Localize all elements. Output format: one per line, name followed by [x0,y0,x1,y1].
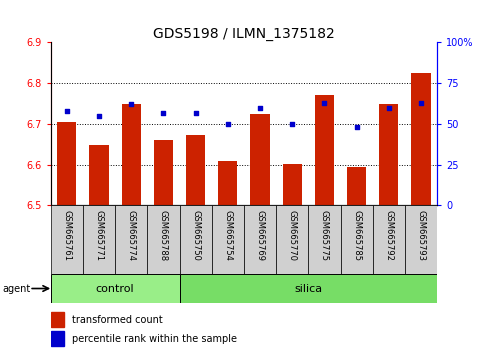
Bar [89,145,109,205]
Bar [115,205,147,274]
Bar [283,164,302,205]
Bar [51,274,180,303]
Bar [57,122,76,205]
Bar [373,205,405,274]
Bar [341,205,373,274]
Text: GSM665771: GSM665771 [95,210,103,261]
Text: GSM665761: GSM665761 [62,210,71,261]
Text: silica: silica [294,284,322,293]
Bar [180,274,437,303]
Bar [276,205,308,274]
Text: GSM665769: GSM665769 [256,210,265,261]
Point [417,100,425,105]
Bar [122,104,141,205]
Bar [83,205,115,274]
Point [256,105,264,110]
Text: percentile rank within the sample: percentile rank within the sample [72,334,237,344]
Text: agent: agent [2,284,30,293]
Point [321,100,328,105]
Point [385,105,393,110]
Bar [405,205,437,274]
Title: GDS5198 / ILMN_1375182: GDS5198 / ILMN_1375182 [153,28,335,41]
Text: transformed count: transformed count [72,315,163,325]
Text: GSM665793: GSM665793 [416,210,426,261]
Bar [51,205,83,274]
Text: GSM665750: GSM665750 [191,210,200,261]
Point [95,113,103,119]
Point [159,110,167,115]
Text: control: control [96,284,134,293]
Bar [51,312,64,327]
Point [288,121,296,127]
Point [128,102,135,107]
Bar [315,96,334,205]
Text: GSM665792: GSM665792 [384,210,393,261]
Bar [379,104,398,205]
Bar [51,331,64,346]
Bar [147,205,180,274]
Bar [154,140,173,205]
Point [63,108,71,114]
Bar [218,161,238,205]
Point [224,121,232,127]
Text: GSM665754: GSM665754 [223,210,232,261]
Bar [186,135,205,205]
Bar [347,167,366,205]
Text: GSM665774: GSM665774 [127,210,136,261]
Bar [412,73,431,205]
Text: GSM665770: GSM665770 [288,210,297,261]
Text: GSM665775: GSM665775 [320,210,329,261]
Text: GSM665785: GSM665785 [352,210,361,261]
Bar [250,114,270,205]
Bar [244,205,276,274]
Text: GSM665788: GSM665788 [159,210,168,261]
Point [192,110,199,115]
Point [353,124,360,130]
Bar [212,205,244,274]
Bar [180,205,212,274]
Bar [308,205,341,274]
